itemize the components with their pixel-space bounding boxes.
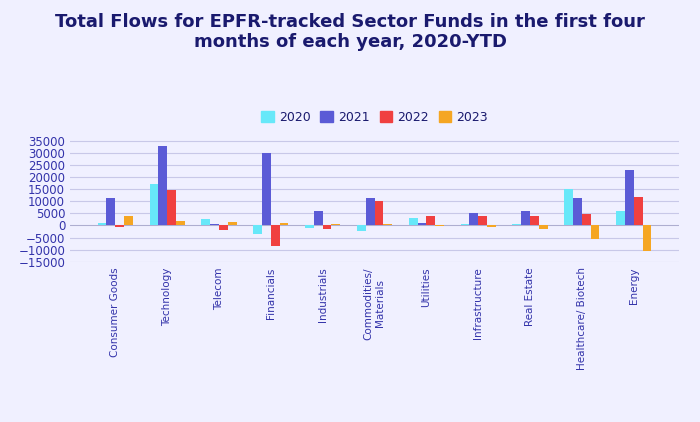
Bar (374, 201, 384, 225)
Bar (522, 211, 530, 225)
Bar (332, 224, 340, 225)
Bar (98, 223, 106, 225)
Bar (219, 225, 228, 230)
Bar (573, 198, 582, 225)
Bar (323, 225, 332, 229)
Bar (530, 216, 539, 225)
Bar (512, 224, 522, 225)
Bar (564, 189, 573, 225)
Bar (616, 211, 625, 225)
Bar (417, 222, 426, 225)
Bar (426, 216, 435, 225)
Bar (582, 214, 591, 225)
Bar (124, 216, 133, 225)
Bar (625, 170, 634, 225)
Bar (253, 225, 262, 234)
Bar (314, 211, 323, 225)
Bar (228, 222, 237, 225)
Bar (643, 225, 651, 251)
Bar (262, 153, 271, 225)
Bar (116, 225, 124, 227)
Bar (357, 225, 365, 232)
Bar (409, 218, 417, 225)
Text: Total Flows for EPFR-tracked Sector Funds in the first four
months of each year,: Total Flows for EPFR-tracked Sector Fund… (55, 13, 645, 51)
Bar (279, 223, 288, 225)
Legend: 2020, 2021, 2022, 2023: 2020, 2021, 2022, 2023 (256, 106, 493, 129)
Bar (435, 225, 444, 226)
Bar (176, 221, 185, 225)
Bar (365, 198, 375, 225)
Bar (591, 225, 599, 239)
Bar (487, 225, 496, 227)
Bar (158, 146, 167, 225)
Bar (271, 225, 279, 246)
Bar (470, 214, 478, 225)
Bar (106, 198, 116, 225)
Bar (461, 224, 470, 225)
Bar (478, 216, 487, 225)
Bar (150, 184, 158, 225)
Bar (210, 224, 219, 225)
Bar (202, 219, 210, 225)
Bar (167, 190, 176, 225)
Bar (305, 225, 314, 228)
Bar (384, 224, 392, 225)
Bar (539, 225, 547, 229)
Bar (634, 197, 643, 225)
